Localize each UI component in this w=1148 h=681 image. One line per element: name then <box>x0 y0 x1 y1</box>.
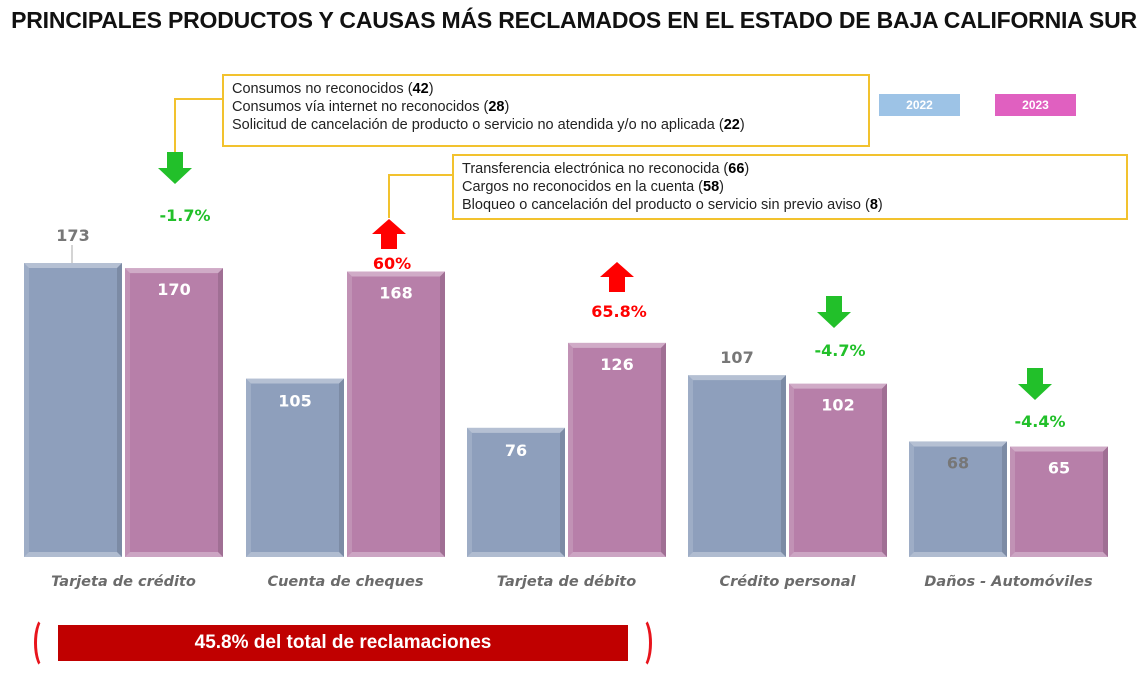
change-label-credito-personal: -4.7% <box>814 341 865 360</box>
bracket-right <box>642 617 652 669</box>
bar-bevel-bottom <box>246 552 344 557</box>
bar-bevel-right <box>218 268 223 557</box>
bar-bevel-top <box>909 441 1007 447</box>
bar-bevel-top <box>246 378 344 384</box>
bar-bevel-top <box>688 375 786 381</box>
cause-line: Transferencia electrónica no reconocida … <box>462 161 750 177</box>
arrow-down-icon <box>817 296 851 328</box>
value-label-2022-danos-automoviles: 68 <box>947 453 969 472</box>
arrow-up-icon <box>600 262 634 292</box>
bar-bevel-right <box>339 378 344 557</box>
category-label-cuenta-de-cheques: Cuenta de cheques <box>267 574 423 590</box>
bar-2022-credito-personal <box>688 375 786 557</box>
bar-2023-tarjeta-de-credito <box>125 268 223 557</box>
bar-bevel-top <box>24 263 122 268</box>
callout-tarjeta-credito-causes: Consumos no reconocidos (42) Consumos ví… <box>222 74 870 147</box>
bar-2023-cuenta-de-cheques <box>347 271 445 557</box>
cause-line: Consumos vía internet no reconocidos (28… <box>232 99 510 115</box>
category-label-credito-personal: Crédito personal <box>720 574 857 590</box>
bar-bevel-bottom <box>909 552 1007 557</box>
change-label-cuenta-de-cheques: 60% <box>373 254 411 273</box>
bar-bevel-bottom <box>347 552 445 557</box>
bar-bevel-right <box>661 342 666 557</box>
bar-bevel-left <box>688 375 693 557</box>
change-label-tarjeta-de-debito: 65.8% <box>591 302 647 321</box>
value-label-2022-tarjeta-de-debito: 76 <box>505 441 527 460</box>
bar-bevel-bottom <box>1010 552 1108 557</box>
bar-bevel-bottom <box>568 552 666 557</box>
bar-bevel-bottom <box>789 552 887 557</box>
bar-2022-tarjeta-de-debito <box>467 427 565 557</box>
bar-bevel-left <box>789 383 794 557</box>
bar-bevel-left <box>909 441 914 557</box>
bar-bevel-right <box>440 271 445 557</box>
bar-2023-credito-personal <box>789 383 887 557</box>
bar-bevel-bottom <box>688 552 786 557</box>
bar-bevel-top <box>125 268 223 274</box>
cause-line: Bloqueo o cancelación del producto o ser… <box>462 197 883 213</box>
value-label-2022-credito-personal: 107 <box>720 348 753 367</box>
value-label-2023-cuenta-de-cheques: 168 <box>379 283 412 302</box>
arrow-down-icon <box>1018 368 1052 400</box>
arrow-up-icon <box>372 219 406 249</box>
bar-2022-danos-automoviles <box>909 441 1007 557</box>
category-label-tarjeta-de-credito: Tarjeta de crédito <box>51 574 196 590</box>
callout-leader-line <box>388 174 452 218</box>
category-label-danos-automoviles: Daños - Automóviles <box>924 574 1093 590</box>
callout-leader-line <box>174 98 222 152</box>
bar-bevel-right <box>1103 446 1108 557</box>
bar-bevel-left <box>347 271 352 557</box>
change-label-tarjeta-de-credito: -1.7% <box>159 206 210 225</box>
legend-2023: 2023 <box>995 94 1076 116</box>
cause-line: Solicitud de cancelación de producto o s… <box>232 117 745 133</box>
bar-bevel-top <box>568 342 666 348</box>
bar-bevel-bottom <box>125 552 223 557</box>
bracket-left <box>34 617 44 669</box>
bar-2023-tarjeta-de-debito <box>568 342 666 557</box>
value-label-2022-tarjeta-de-credito: 173 <box>56 226 89 245</box>
bar-bevel-bottom <box>24 552 122 557</box>
bar-2022-cuenta-de-cheques <box>246 378 344 557</box>
bar-bevel-right <box>1002 441 1007 557</box>
total-summary-banner: 45.8% del total de reclamaciones <box>58 625 628 661</box>
category-label-tarjeta-de-debito: Tarjeta de débito <box>497 574 636 590</box>
bar-bevel-right <box>560 427 565 557</box>
cause-line: Consumos no reconocidos (42) <box>232 81 434 97</box>
bar-bevel-right <box>781 375 786 557</box>
bar-bevel-top <box>347 271 445 277</box>
bar-bevel-left <box>24 263 29 557</box>
legend-2022: 2022 <box>879 94 960 116</box>
bar-2022-tarjeta-de-credito <box>24 263 122 557</box>
bar-bevel-left <box>467 427 472 557</box>
callout-cuenta-cheques-causes: Transferencia electrónica no reconocida … <box>452 154 1128 220</box>
value-label-2023-credito-personal: 102 <box>821 396 854 415</box>
value-label-2022-cuenta-de-cheques: 105 <box>278 392 311 411</box>
bar-bevel-right <box>117 263 122 557</box>
bar-bevel-top <box>789 383 887 389</box>
bar-bevel-left <box>568 342 573 557</box>
bar-bevel-left <box>125 268 130 557</box>
bar-bevel-left <box>1010 446 1015 557</box>
value-label-2023-danos-automoviles: 65 <box>1048 459 1070 478</box>
value-label-2023-tarjeta-de-debito: 126 <box>600 355 633 374</box>
bar-bevel-right <box>882 383 887 557</box>
bar-bevel-left <box>246 378 251 557</box>
value-label-2023-tarjeta-de-credito: 170 <box>157 280 190 299</box>
change-label-danos-automoviles: -4.4% <box>1014 412 1065 431</box>
cause-line: Cargos no reconocidos en la cuenta (58) <box>462 179 724 195</box>
chart-title: PRINCIPALES PRODUCTOS Y CAUSAS MÁS RECLA… <box>11 7 1137 33</box>
arrow-down-icon <box>158 152 192 184</box>
bar-bevel-top <box>467 427 565 433</box>
bar-bevel-top <box>1010 446 1108 452</box>
bar-bevel-bottom <box>467 552 565 557</box>
bar-2023-danos-automoviles <box>1010 446 1108 557</box>
